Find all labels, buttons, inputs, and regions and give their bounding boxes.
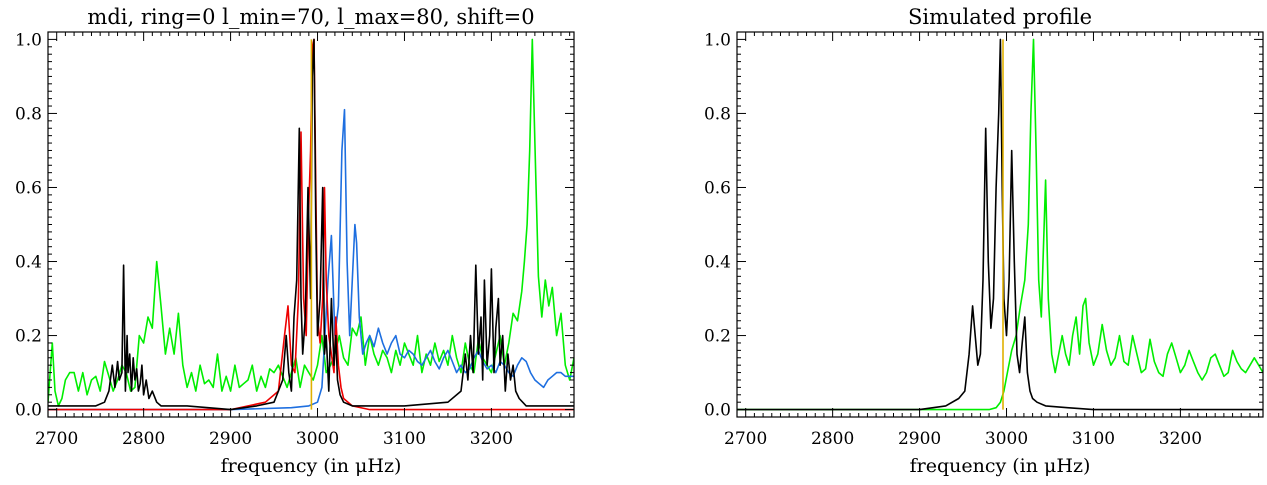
x-tick-label: 3200 [470, 429, 513, 449]
y-tick-label: 0.6 [15, 178, 42, 198]
chart-title: Simulated profile [908, 5, 1092, 29]
series-line-3 [48, 38, 574, 411]
series-line-1 [48, 108, 574, 411]
series-group [737, 38, 1263, 411]
series-line-0 [48, 38, 574, 407]
right-chart-panel: 2700 2800 2900 3000 3100 3200 0.0 0.2 0.4 0.6 0.8 1… [704, 5, 1264, 477]
y-tick-label: 0.0 [704, 401, 731, 421]
y-tick-label: 0.6 [704, 178, 731, 198]
x-tick-label: 3200 [1159, 429, 1202, 449]
x-axis-label: frequency (in μHz) [910, 455, 1091, 477]
x-tick-label: 3000 [985, 429, 1028, 449]
x-tick-label: 2900 [209, 429, 252, 449]
chart-title: mdi, ring=0 l_min=70, l_max=80, shift=0 [87, 5, 534, 29]
x-tick-label: 2800 [122, 429, 165, 449]
x-tick-label: 3000 [296, 429, 339, 449]
y-tick-label: 0.8 [15, 104, 42, 124]
left-chart-panel: 2700 2800 2900 3000 3100 3200 0.0 0.2 0.4 0.6 0.8 1… [15, 5, 575, 477]
x-tick-label: 3100 [383, 429, 426, 449]
series-group [48, 38, 574, 411]
series-line-0 [737, 38, 1263, 411]
y-tick-label: 1.0 [15, 30, 42, 50]
x-tick-label: 2700 [35, 429, 78, 449]
y-tick-label: 0.4 [704, 253, 731, 273]
y-tick-label: 0.2 [704, 327, 731, 347]
x-tick-label: 2900 [898, 429, 941, 449]
x-tick-label: 2700 [724, 429, 767, 449]
y-tick-label: 0.8 [704, 104, 731, 124]
x-tick-label: 2800 [811, 429, 854, 449]
y-tick-label: 0.2 [15, 327, 42, 347]
series-line-1 [737, 38, 1263, 411]
x-axis-label: frequency (in μHz) [221, 455, 402, 477]
y-tick-label: 0.0 [15, 401, 42, 421]
x-tick-label: 3100 [1072, 429, 1115, 449]
y-tick-label: 0.4 [15, 253, 42, 273]
y-tick-label: 1.0 [704, 30, 731, 50]
